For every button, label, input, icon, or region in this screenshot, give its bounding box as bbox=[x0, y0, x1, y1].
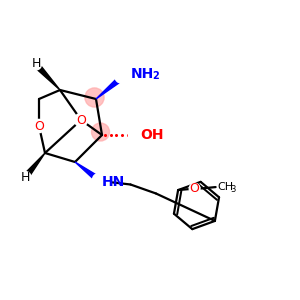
Text: O: O bbox=[76, 113, 86, 127]
Circle shape bbox=[74, 113, 88, 127]
Circle shape bbox=[128, 128, 142, 142]
Circle shape bbox=[189, 183, 200, 194]
Circle shape bbox=[85, 88, 104, 107]
Text: CH: CH bbox=[217, 182, 233, 192]
Text: O: O bbox=[34, 119, 44, 133]
Circle shape bbox=[115, 70, 128, 83]
Circle shape bbox=[31, 59, 41, 70]
Polygon shape bbox=[75, 162, 101, 182]
Text: HN: HN bbox=[102, 176, 125, 189]
Text: O: O bbox=[190, 182, 200, 195]
Circle shape bbox=[92, 173, 106, 187]
Polygon shape bbox=[96, 74, 125, 99]
Circle shape bbox=[92, 123, 110, 141]
Circle shape bbox=[32, 119, 46, 133]
Text: NH: NH bbox=[130, 67, 154, 81]
Text: H: H bbox=[21, 171, 30, 184]
Circle shape bbox=[20, 172, 31, 182]
Text: 2: 2 bbox=[152, 71, 159, 81]
Text: 3: 3 bbox=[230, 185, 236, 194]
Text: OH: OH bbox=[140, 128, 164, 142]
Polygon shape bbox=[23, 153, 45, 179]
Text: H: H bbox=[31, 57, 41, 70]
Polygon shape bbox=[34, 62, 60, 90]
